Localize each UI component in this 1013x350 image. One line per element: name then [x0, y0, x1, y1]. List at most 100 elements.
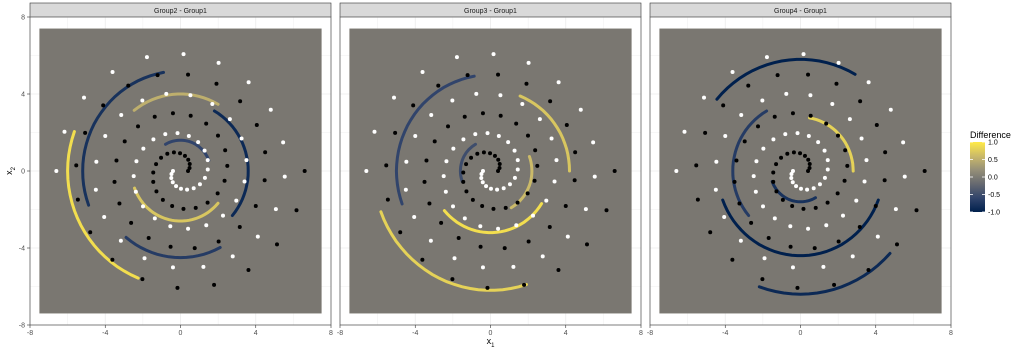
spiral-point-light	[888, 107, 893, 112]
facet-strip-title: Group4 - Group1	[774, 8, 827, 15]
spiral-point-dark	[385, 197, 390, 202]
spiral-point-light	[188, 93, 193, 98]
spiral-point-dark	[894, 242, 899, 247]
spiral-point-dark	[181, 206, 186, 211]
spiral-point-dark	[151, 179, 156, 184]
spiral-point-light	[372, 129, 377, 134]
spiral-point-light	[441, 174, 446, 179]
spiral-point-dark	[922, 169, 927, 173]
spiral-point-light	[520, 102, 525, 107]
spiral-point-light	[175, 131, 180, 136]
spiral-point-dark	[532, 178, 537, 183]
spiral-point-dark	[842, 178, 847, 183]
spiral-point-dark	[548, 99, 553, 104]
spiral-point-light	[859, 136, 864, 141]
spiral-point-dark	[436, 83, 441, 88]
spiral-point-dark	[83, 130, 88, 135]
spiral-point-light	[866, 80, 871, 85]
spiral-point-light	[169, 176, 174, 181]
spiral-point-dark	[205, 200, 210, 205]
spiral-point-light	[242, 179, 247, 184]
spiral-point-light	[186, 226, 191, 231]
spiral-point-dark	[556, 267, 561, 272]
spiral-point-dark	[584, 242, 589, 247]
spiral-point-light	[549, 136, 554, 141]
spiral-point-light	[578, 107, 583, 112]
spiral-point-dark	[834, 81, 839, 86]
spiral-point-dark	[496, 157, 501, 162]
spiral-point-light	[452, 256, 457, 261]
spiral-point-dark	[742, 139, 747, 144]
spiral-point-dark	[874, 122, 879, 127]
spiral-point-light	[480, 265, 485, 270]
x-axis-title-main: x	[487, 336, 492, 346]
spiral-point-light	[674, 169, 679, 173]
spiral-point-dark	[274, 242, 279, 247]
spiral-point-dark	[791, 150, 796, 155]
spiral-point-light	[473, 132, 478, 137]
spiral-point-light	[514, 223, 519, 228]
spiral-point-dark	[110, 257, 115, 262]
x-tick-label: -8	[647, 330, 653, 337]
spiral-point-light	[428, 238, 433, 243]
spiral-point-light	[255, 234, 260, 239]
spiral-point-dark	[101, 103, 106, 108]
spiral-point-light	[451, 146, 456, 151]
spiral-point-light	[461, 137, 466, 142]
spiral-point-light	[739, 113, 744, 118]
spiral-point-light	[392, 95, 397, 100]
data-region	[39, 28, 322, 314]
spiral-point-light	[168, 224, 173, 229]
spiral-point-light	[512, 148, 517, 153]
contour-segment	[715, 57, 857, 101]
x-tick-label: 4	[254, 330, 258, 337]
legend-tick-label: -1.0	[988, 210, 1000, 217]
spiral-point-dark	[225, 163, 230, 168]
x-tick-label: 4	[564, 330, 568, 337]
spiral-point-light	[170, 265, 175, 270]
spiral-point-dark	[254, 122, 259, 127]
spiral-point-dark	[572, 178, 577, 183]
spiral-point-light	[790, 180, 795, 185]
legend-colorbar	[970, 142, 985, 212]
spiral-point-dark	[175, 285, 180, 290]
spiral-point-light	[164, 91, 169, 96]
spiral-point-dark	[222, 178, 227, 183]
spiral-point-light	[805, 187, 810, 192]
spiral-point-light	[790, 265, 795, 270]
y-axis-title: x2	[4, 166, 17, 175]
spiral-point-light	[723, 134, 728, 139]
spiral-point-light	[730, 70, 735, 75]
spiral-point-dark	[734, 158, 739, 163]
spiral-point-dark	[845, 163, 850, 168]
spiral-point-dark	[857, 224, 862, 229]
spiral-point-dark	[215, 191, 220, 196]
spiral-point-dark	[178, 151, 183, 156]
spiral-point-light	[552, 179, 557, 184]
spiral-point-dark	[424, 158, 429, 163]
spiral-point-light	[836, 60, 841, 65]
spiral-point-dark	[481, 150, 486, 155]
spiral-point-dark	[215, 133, 220, 138]
spiral-point-dark	[192, 246, 197, 251]
contour-segment	[394, 74, 476, 206]
contour-segment	[164, 138, 211, 162]
spiral-point-dark	[835, 133, 840, 138]
spiral-point-light	[488, 186, 493, 191]
spiral-point-light	[754, 159, 759, 164]
spiral-point-dark	[420, 257, 425, 262]
spiral-point-dark	[159, 155, 164, 160]
spiral-point-dark	[771, 170, 776, 175]
spiral-point-dark	[836, 239, 841, 244]
spiral-point-light	[191, 186, 196, 191]
spiral-point-light	[196, 140, 201, 145]
spiral-point-dark	[465, 73, 470, 78]
spiral-point-light	[197, 182, 202, 187]
spiral-point-light	[808, 93, 813, 98]
spiral-point-dark	[136, 124, 141, 129]
spiral-point-light	[501, 186, 506, 191]
spiral-point-light	[824, 223, 829, 228]
spiral-point-light	[404, 159, 409, 164]
spiral-point-light	[444, 159, 449, 164]
